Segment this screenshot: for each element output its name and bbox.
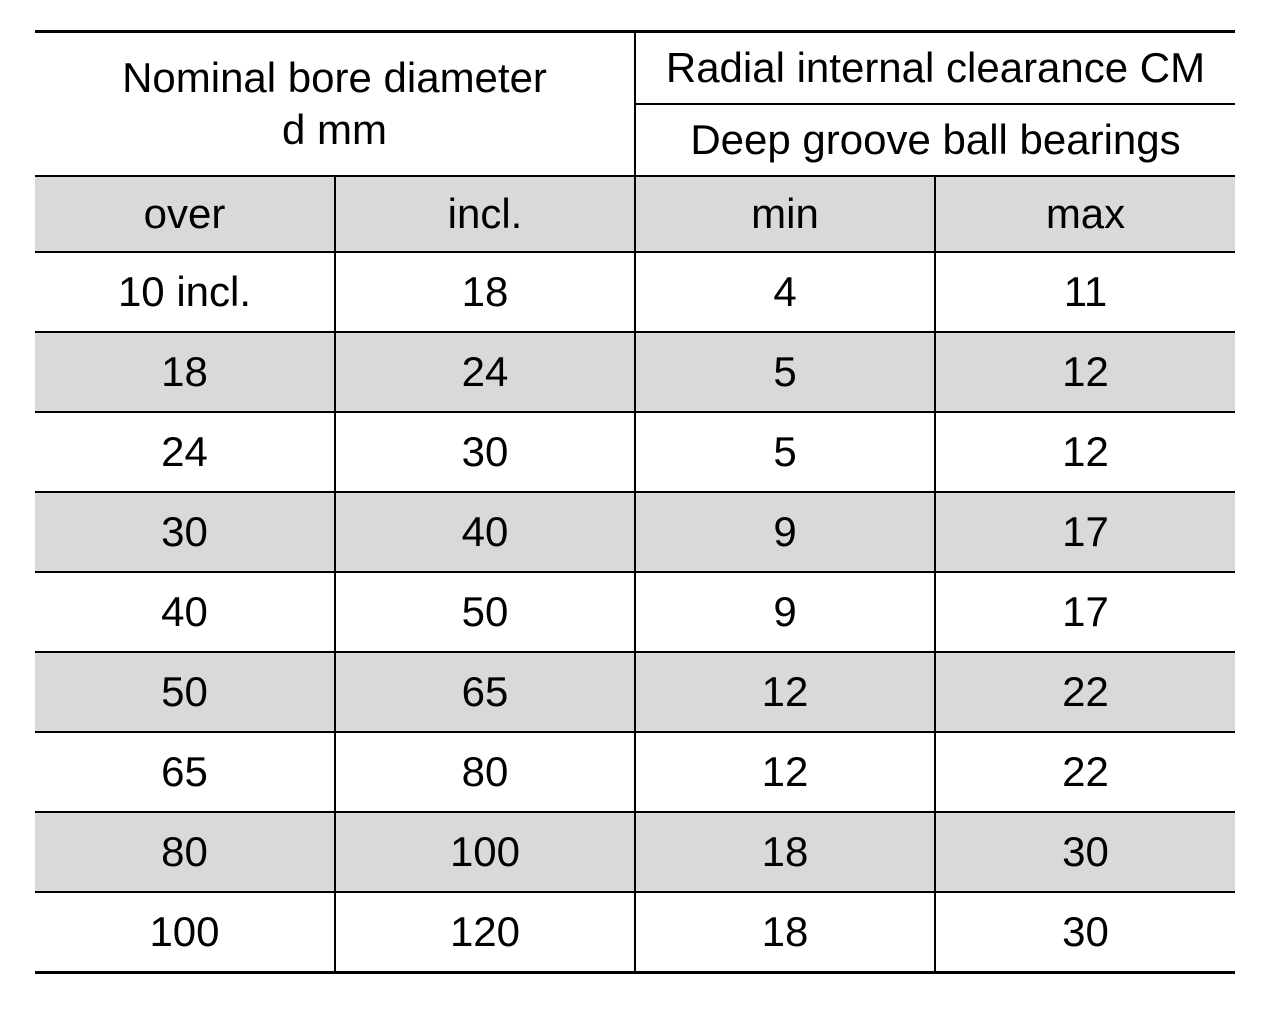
subheader-min: min bbox=[635, 176, 935, 252]
cell-incl: 120 bbox=[335, 892, 635, 973]
cell-max: 12 bbox=[935, 412, 1235, 492]
cell-min: 5 bbox=[635, 412, 935, 492]
table-row: 50651222 bbox=[35, 652, 1235, 732]
cell-min: 4 bbox=[635, 252, 935, 332]
subheader-max: max bbox=[935, 176, 1235, 252]
cell-min: 9 bbox=[635, 492, 935, 572]
table-header-top: Nominal bore diameter d mm Radial intern… bbox=[35, 32, 1235, 177]
cell-min: 12 bbox=[635, 732, 935, 812]
cell-max: 17 bbox=[935, 572, 1235, 652]
cell-over: 10 incl. bbox=[35, 252, 335, 332]
cell-over: 65 bbox=[35, 732, 335, 812]
table-row: 4050917 bbox=[35, 572, 1235, 652]
subheader-over: over bbox=[35, 176, 335, 252]
table-row: 10 incl.18411 bbox=[35, 252, 1235, 332]
cell-max: 22 bbox=[935, 732, 1235, 812]
subheader-incl: incl. bbox=[335, 176, 635, 252]
cell-incl: 24 bbox=[335, 332, 635, 412]
table-subheader: over incl. min max bbox=[35, 176, 1235, 252]
cell-incl: 40 bbox=[335, 492, 635, 572]
cell-incl: 50 bbox=[335, 572, 635, 652]
cell-incl: 30 bbox=[335, 412, 635, 492]
cell-incl: 100 bbox=[335, 812, 635, 892]
cell-min: 9 bbox=[635, 572, 935, 652]
cell-over: 30 bbox=[35, 492, 335, 572]
header-right-top: Radial internal clearance CM bbox=[636, 33, 1235, 105]
cell-over: 24 bbox=[35, 412, 335, 492]
header-right-bottom: Deep groove ball bearings bbox=[636, 105, 1235, 175]
cell-min: 5 bbox=[635, 332, 935, 412]
table-row: 801001830 bbox=[35, 812, 1235, 892]
cell-over: 40 bbox=[35, 572, 335, 652]
cell-incl: 80 bbox=[335, 732, 635, 812]
clearance-table: Nominal bore diameter d mm Radial intern… bbox=[35, 30, 1235, 974]
table-row: 65801222 bbox=[35, 732, 1235, 812]
cell-max: 17 bbox=[935, 492, 1235, 572]
cell-max: 30 bbox=[935, 812, 1235, 892]
cell-over: 50 bbox=[35, 652, 335, 732]
cell-max: 30 bbox=[935, 892, 1235, 973]
table-row: 2430512 bbox=[35, 412, 1235, 492]
cell-over: 100 bbox=[35, 892, 335, 973]
cell-max: 22 bbox=[935, 652, 1235, 732]
header-right-group: Radial internal clearance CM Deep groove… bbox=[635, 32, 1235, 177]
header-left-line2: d mm bbox=[282, 107, 387, 153]
cell-incl: 18 bbox=[335, 252, 635, 332]
table-row: 3040917 bbox=[35, 492, 1235, 572]
cell-min: 12 bbox=[635, 652, 935, 732]
header-left-group: Nominal bore diameter d mm bbox=[35, 32, 635, 177]
cell-max: 12 bbox=[935, 332, 1235, 412]
cell-min: 18 bbox=[635, 812, 935, 892]
cell-over: 80 bbox=[35, 812, 335, 892]
header-right-bottom-text: Deep groove ball bearings bbox=[690, 117, 1180, 163]
cell-incl: 65 bbox=[335, 652, 635, 732]
table-row: 1001201830 bbox=[35, 892, 1235, 973]
header-right-top-text: Radial internal clearance CM bbox=[666, 45, 1205, 91]
cell-max: 11 bbox=[935, 252, 1235, 332]
cell-over: 18 bbox=[35, 332, 335, 412]
header-left-line1: Nominal bore diameter bbox=[122, 55, 547, 101]
table-row: 1824512 bbox=[35, 332, 1235, 412]
table-body: 10 incl.18411182451224305123040917405091… bbox=[35, 252, 1235, 973]
cell-min: 18 bbox=[635, 892, 935, 973]
